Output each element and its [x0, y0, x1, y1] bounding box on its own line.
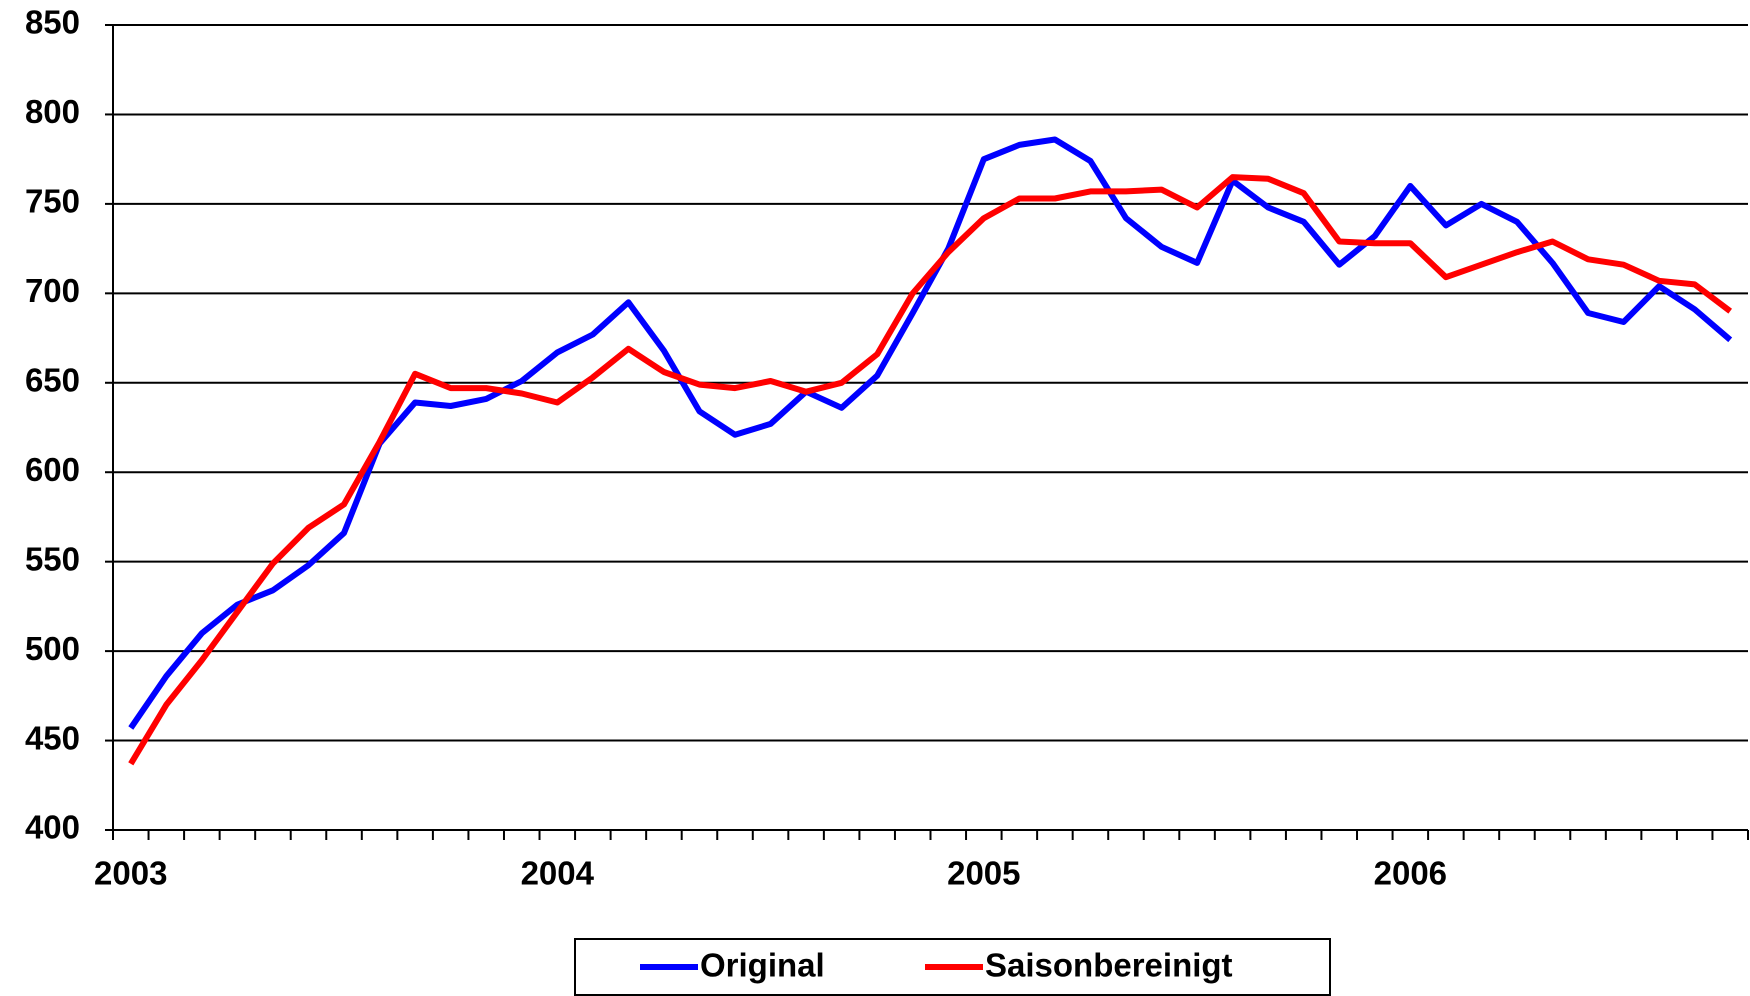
y-tick-label: 550	[25, 540, 80, 577]
x-tick-label: 2004	[521, 855, 595, 892]
y-tick-label: 700	[25, 272, 80, 309]
y-tick-label: 400	[25, 809, 80, 846]
data-line	[128, 174, 1733, 766]
y-tick-label: 600	[25, 451, 80, 488]
y-tick-label: 800	[25, 93, 80, 130]
legend-label: Original	[700, 947, 825, 984]
x-tick-label: 2005	[947, 855, 1020, 892]
y-tick-label: 450	[25, 719, 80, 756]
y-tick-label: 500	[25, 630, 80, 667]
y-tick-label: 650	[25, 361, 80, 398]
y-tick-label: 850	[25, 4, 80, 41]
x-tick-label: 2006	[1374, 855, 1447, 892]
x-tick-label: 2003	[94, 855, 167, 892]
data-line	[128, 136, 1733, 730]
legend-label: Saisonbereinigt	[985, 947, 1233, 984]
y-tick-label: 750	[25, 183, 80, 220]
